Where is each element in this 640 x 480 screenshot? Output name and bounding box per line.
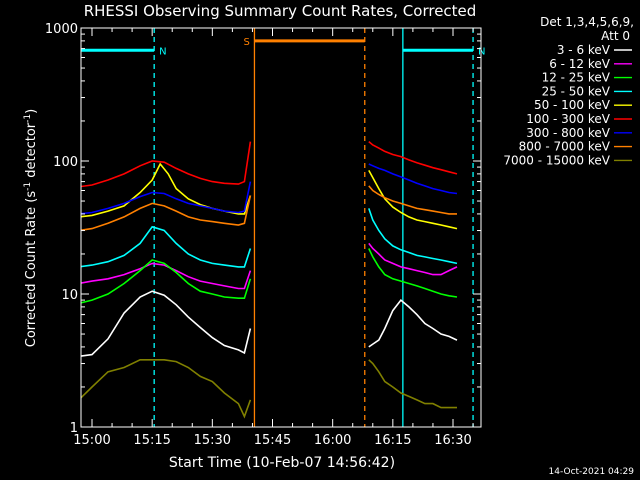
legend-label: 6 - 12 keV bbox=[549, 57, 611, 71]
y-axis-label-part1: Corrected Count Rate (s bbox=[24, 191, 39, 348]
plot-frame bbox=[80, 27, 482, 428]
x-tick-label: 16:30 bbox=[434, 433, 471, 448]
x-tick-label: 15:00 bbox=[73, 433, 110, 448]
x-tick-label: 16:15 bbox=[374, 433, 411, 448]
legend-label: 100 - 300 keV bbox=[526, 112, 610, 126]
series-line-3 bbox=[368, 208, 458, 265]
series-line-4 bbox=[368, 170, 458, 230]
series-line-7 bbox=[81, 195, 252, 231]
x-tick-label: 16:00 bbox=[314, 433, 351, 448]
y-axis-label-sup2: -1 bbox=[23, 114, 33, 123]
y-tick-label: 1 bbox=[70, 421, 78, 436]
x-tick-label: 15:30 bbox=[194, 433, 231, 448]
y-axis-label-part3: ) bbox=[24, 109, 39, 114]
series-line-2 bbox=[81, 259, 252, 304]
y-axis-label: Corrected Count Rate (s-1 detector-1) bbox=[23, 109, 39, 347]
series-line-0 bbox=[81, 290, 252, 357]
attenuator-flags: N NS bbox=[81, 37, 486, 57]
x-axis-label: Start Time (10-Feb-07 14:56:42) bbox=[169, 455, 395, 471]
series-line-8 bbox=[81, 358, 252, 419]
series-line-0 bbox=[368, 298, 458, 348]
series-line-3 bbox=[81, 225, 252, 268]
chart-title: RHESSI Observing Summary Count Rates, Co… bbox=[84, 2, 477, 20]
flag-label: N bbox=[478, 46, 485, 57]
y-tick-label: 10 bbox=[61, 288, 78, 303]
legend-label: 3 - 6 keV bbox=[557, 43, 611, 57]
legend-label: 300 - 800 keV bbox=[526, 126, 610, 140]
legend-label: 12 - 25 keV bbox=[542, 71, 611, 85]
legend-label: 800 - 7000 keV bbox=[519, 140, 611, 154]
y-tick-label: 1000 bbox=[45, 22, 78, 37]
legend-label: 25 - 50 keV bbox=[542, 84, 611, 98]
legend-label: 7000 - 15000 keV bbox=[503, 153, 610, 167]
series-line-1 bbox=[81, 262, 252, 290]
attenuator-label: Att 0 bbox=[601, 29, 630, 43]
flag-label: N bbox=[159, 46, 166, 57]
legend-label: 50 - 100 keV bbox=[534, 98, 611, 112]
series-line-6 bbox=[368, 163, 458, 195]
flag-label: S bbox=[243, 37, 249, 48]
y-axis-label-sup1: -1 bbox=[23, 182, 33, 191]
series-line-5 bbox=[81, 141, 252, 188]
footer-date: 14-Oct-2021 04:29 bbox=[549, 467, 635, 477]
x-axis-ticks: 15:00 15:15 15:30 15:45 16:00 16:15 16:30 bbox=[73, 28, 474, 448]
series-line-1 bbox=[368, 242, 458, 276]
series-line-7 bbox=[368, 185, 457, 215]
series-line-2 bbox=[368, 248, 458, 298]
y-axis-label-part2: detector bbox=[24, 122, 39, 182]
series-lines bbox=[81, 140, 458, 419]
series-line-6 bbox=[81, 181, 252, 215]
y-axis-ticks: 1 10 100 1000 bbox=[45, 22, 481, 436]
y-tick-label: 100 bbox=[53, 155, 78, 170]
series-line-8 bbox=[368, 359, 457, 409]
x-tick-label: 15:45 bbox=[254, 433, 291, 448]
series-line-5 bbox=[368, 140, 458, 175]
x-tick-label: 15:15 bbox=[133, 433, 170, 448]
detector-label: Det 1,3,4,5,6,9, bbox=[540, 15, 634, 29]
